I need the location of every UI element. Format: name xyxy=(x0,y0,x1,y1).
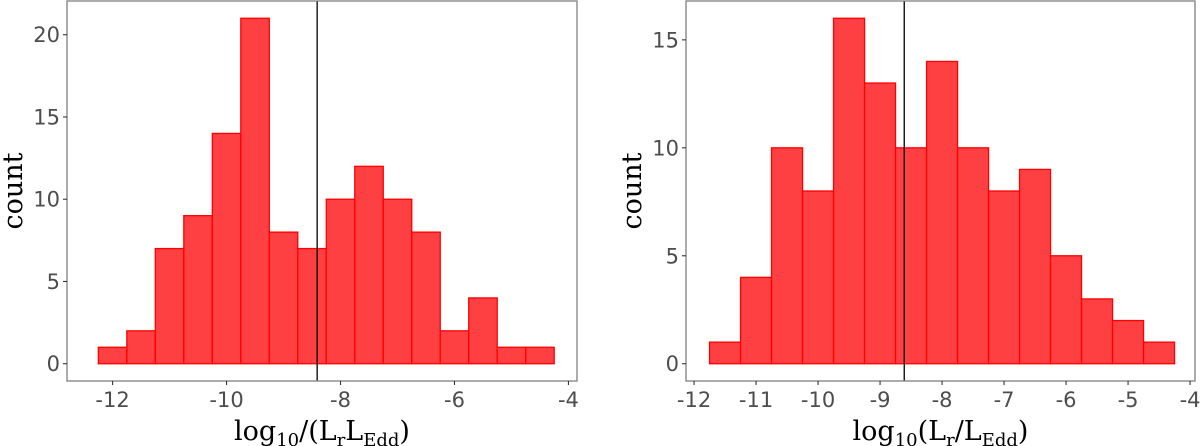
y-tick-label: 5 xyxy=(666,244,679,268)
histogram-panel-1: 0 5 10 15 20 -12 -10 -8 -6 -4 count log10/(LrLEdd) xyxy=(0,0,579,446)
histogram-bar xyxy=(832,17,866,365)
histogram-bar xyxy=(925,60,959,365)
y-tick-label: 0 xyxy=(47,352,60,376)
y-tick-label: 10 xyxy=(652,136,679,160)
histogram-bar xyxy=(496,346,527,365)
histogram-bar xyxy=(268,231,299,365)
histogram-bar xyxy=(468,297,498,365)
plot-panel-border xyxy=(685,0,1196,382)
x-tick-label: -6 xyxy=(1056,388,1077,412)
histogram-bar xyxy=(1111,319,1145,365)
histogram-bar xyxy=(894,147,928,365)
y-tick-label: 0 xyxy=(666,352,679,376)
histogram-bar xyxy=(154,247,185,365)
histogram-bar xyxy=(863,82,897,365)
y-tick-label: 20 xyxy=(33,23,60,47)
histogram-bar xyxy=(956,147,990,365)
histogram-bar xyxy=(1080,298,1114,365)
x-tick-label: -5 xyxy=(1118,388,1139,412)
histogram-bar xyxy=(297,247,327,365)
histogram-bar xyxy=(708,341,742,365)
x-axis-title: log10/(LrLEdd) xyxy=(234,416,410,446)
x-tick-label: -4 xyxy=(1180,388,1200,412)
plot-panel-border xyxy=(66,0,578,382)
histogram-bar xyxy=(1142,341,1176,365)
x-tick-label: -10 xyxy=(209,388,243,412)
histogram-bar xyxy=(325,198,356,365)
x-tick-label: -8 xyxy=(330,388,351,412)
histogram-bar xyxy=(770,147,804,365)
histogram-panel-2: 0 5 10 15 -12 -11 -10 -9 -8 -7 -6 -5 -4 count log10(Lr… xyxy=(617,0,1200,446)
histogram-bar xyxy=(240,17,270,365)
histogram-bar xyxy=(97,346,128,365)
x-tick-label: -4 xyxy=(558,388,579,412)
y-tick-label: 10 xyxy=(33,188,60,212)
histogram-bar xyxy=(211,132,242,365)
histogram-bar xyxy=(1018,168,1052,365)
x-tick-label: -6 xyxy=(444,388,465,412)
x-tick-label: -12 xyxy=(95,388,129,412)
x-tick-label: -11 xyxy=(739,388,773,412)
x-tick-label: -9 xyxy=(870,388,891,412)
x-tick-label: -10 xyxy=(801,388,835,412)
histogram-bar xyxy=(525,346,555,365)
y-tick-label: 5 xyxy=(47,270,60,294)
histogram-bar xyxy=(439,330,470,365)
x-tick-label: -7 xyxy=(994,388,1015,412)
histogram-bar xyxy=(354,165,384,365)
y-tick-label: 15 xyxy=(33,105,60,129)
histogram-bar xyxy=(739,276,773,365)
histogram-bar xyxy=(987,190,1021,365)
x-tick-label: -12 xyxy=(677,388,711,412)
histogram-bar xyxy=(411,231,441,365)
x-tick-label: -8 xyxy=(932,388,953,412)
histogram-bar xyxy=(382,198,413,365)
y-axis-title: count xyxy=(617,152,648,229)
histogram-bar xyxy=(801,190,835,365)
histogram-bar xyxy=(1049,255,1083,365)
histogram-bar xyxy=(183,215,213,365)
y-axis-title: count xyxy=(0,152,29,229)
histogram-bar xyxy=(126,330,156,365)
y-tick-label: 15 xyxy=(652,28,679,52)
x-axis-title: log10(Lr/LEdd) xyxy=(853,416,1029,446)
